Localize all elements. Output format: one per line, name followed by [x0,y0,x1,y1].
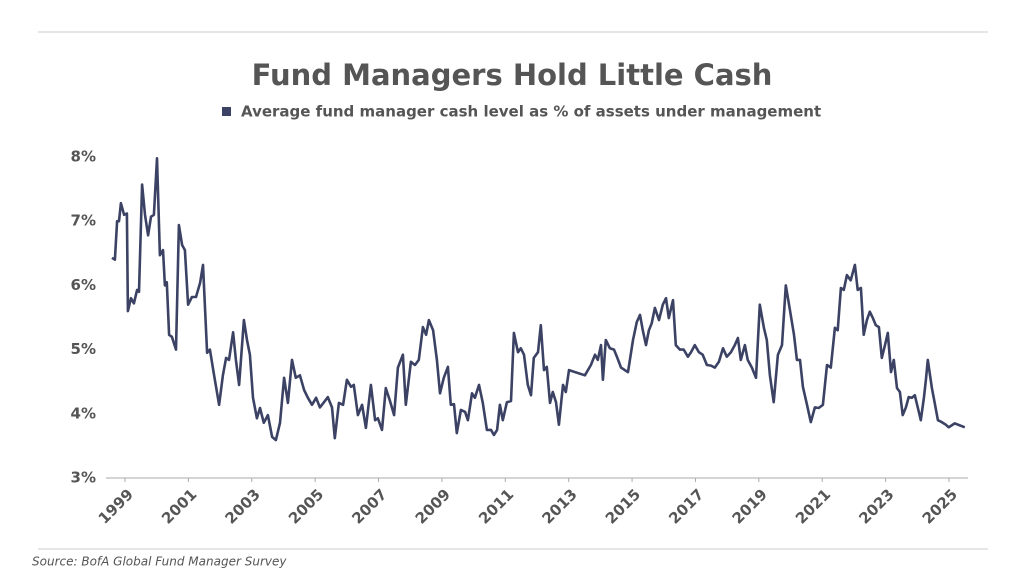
x-tick-label: 2025 [919,485,961,527]
legend-label: Average fund manager cash level as % of … [241,103,821,121]
x-tick-label: 2023 [855,485,897,527]
source-note: Source: BofA Global Fund Manager Survey [32,555,287,569]
y-tick-label: 3% [71,469,96,487]
legend-swatch [222,107,231,116]
x-tick-label: 2017 [665,485,707,527]
x-tick-label: 2011 [475,485,517,527]
x-tick-label: 2021 [792,485,834,527]
x-tick-label: 2003 [222,485,264,527]
y-tick-label: 4% [71,404,96,422]
x-tick-label: 2019 [729,485,771,527]
x-tick-label: 2009 [412,485,454,527]
y-tick-label: 5% [71,340,96,358]
data-line [111,157,966,442]
chart-title: Fund Managers Hold Little Cash [252,58,773,92]
x-tick-label: 2007 [348,485,390,527]
y-tick-label: 8% [71,148,96,166]
x-tick-label: 2013 [538,485,580,527]
x-tick-label: 2005 [285,485,327,527]
y-tick-label: 7% [71,212,96,230]
x-tick-label: 2015 [602,485,644,527]
y-tick-label: 6% [71,276,96,294]
x-tick-label: 2001 [158,485,200,527]
x-tick-label: 1999 [95,485,137,527]
